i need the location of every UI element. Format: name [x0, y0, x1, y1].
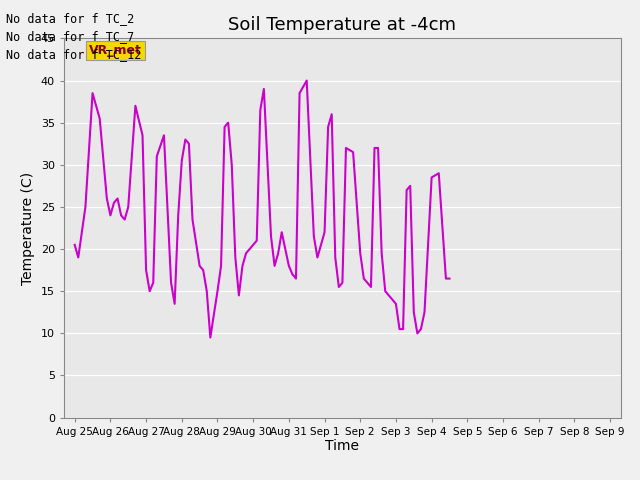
Text: No data for f TC_7: No data for f TC_7 — [6, 30, 134, 43]
Y-axis label: Temperature (C): Temperature (C) — [21, 171, 35, 285]
X-axis label: Time: Time — [325, 439, 360, 454]
Text: No data for f TC_12: No data for f TC_12 — [6, 48, 142, 61]
Text: No data for f TC_2: No data for f TC_2 — [6, 12, 134, 25]
Text: VR_met: VR_met — [89, 44, 142, 57]
Title: Soil Temperature at -4cm: Soil Temperature at -4cm — [228, 16, 456, 34]
